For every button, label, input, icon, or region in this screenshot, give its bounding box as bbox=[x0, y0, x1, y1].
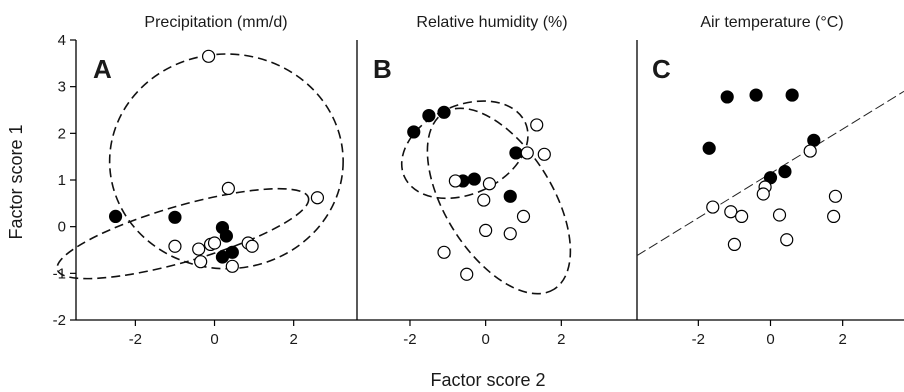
data-point-open bbox=[780, 233, 794, 247]
data-point-open bbox=[477, 193, 491, 207]
data-point-open bbox=[225, 259, 239, 273]
data-point-filled bbox=[778, 165, 792, 179]
x-tick-label: 0 bbox=[766, 331, 774, 348]
panel-letter: C bbox=[652, 54, 671, 84]
data-point-open bbox=[221, 181, 235, 195]
y-tick-label: 3 bbox=[58, 79, 66, 96]
panel-title: Relative humidity (%) bbox=[416, 14, 567, 31]
data-point-open bbox=[245, 239, 259, 253]
data-point-filled bbox=[467, 172, 481, 186]
panel-title: Precipitation (mm/d) bbox=[144, 14, 287, 31]
panel-letter: B bbox=[373, 54, 392, 84]
x-tick-label: 2 bbox=[557, 331, 565, 348]
panel-relative-humidity: Relative humidity (%) -2 0 2 B bbox=[356, 14, 637, 348]
data-point-open bbox=[479, 223, 493, 237]
data-point-open bbox=[828, 189, 843, 203]
data-point-filled bbox=[720, 90, 734, 104]
x-tick-label: 2 bbox=[838, 331, 846, 348]
data-point-filled bbox=[219, 229, 233, 243]
data-point-open bbox=[516, 209, 531, 223]
data-point-open bbox=[756, 187, 770, 201]
data-point-open bbox=[520, 146, 534, 160]
confidence-ellipse bbox=[400, 100, 529, 200]
data-point-open bbox=[735, 209, 749, 223]
x-tick-label: -2 bbox=[692, 331, 705, 348]
y-tick-label: -2 bbox=[53, 312, 66, 329]
data-point-open bbox=[192, 242, 206, 256]
data-point-open bbox=[727, 237, 742, 251]
plot-area: -2 0 2 bbox=[636, 40, 904, 348]
x-axis-label: Factor score 2 bbox=[430, 370, 545, 390]
data-point-open bbox=[772, 208, 787, 222]
data-point-open bbox=[194, 255, 208, 269]
y-axis-label: Factor score 1 bbox=[6, 124, 26, 239]
data-point-open bbox=[827, 209, 841, 223]
x-tick-label: 0 bbox=[210, 331, 218, 348]
x-tick-label: 2 bbox=[290, 331, 298, 348]
data-point-open bbox=[448, 174, 462, 188]
x-tick-label: -2 bbox=[403, 331, 416, 348]
plot-area: -2 0 2 bbox=[356, 40, 637, 348]
x-tick-label: -2 bbox=[129, 331, 142, 348]
data-point-open bbox=[530, 118, 544, 132]
y-tick-label: 1 bbox=[58, 172, 66, 189]
data-point-filled bbox=[215, 250, 230, 264]
data-point-filled bbox=[437, 105, 451, 119]
data-point-filled bbox=[749, 88, 763, 102]
data-point-open bbox=[207, 236, 222, 250]
data-point-open bbox=[437, 245, 451, 259]
data-point-filled bbox=[168, 210, 182, 224]
y-tick-label: 2 bbox=[58, 125, 66, 142]
data-point-filled bbox=[503, 189, 517, 203]
data-point-filled bbox=[702, 141, 716, 155]
data-point-filled bbox=[422, 108, 436, 123]
data-point-open bbox=[724, 205, 738, 219]
panel-title: Air temperature (°C) bbox=[700, 14, 843, 31]
x-tick-label: 0 bbox=[481, 331, 489, 348]
data-point-open bbox=[310, 191, 325, 205]
y-tick-label: 4 bbox=[58, 32, 66, 49]
data-point-open bbox=[803, 144, 817, 158]
panel-air-temperature: Air temperature (°C) -2 0 2 C bbox=[636, 14, 904, 348]
data-point-open bbox=[537, 147, 551, 161]
data-point-filled bbox=[509, 146, 523, 160]
data-point-open bbox=[460, 267, 474, 281]
data-point-filled bbox=[785, 88, 799, 102]
confidence-ellipse bbox=[56, 187, 310, 280]
data-point-filled bbox=[407, 125, 421, 139]
y-tick-label: 0 bbox=[58, 219, 66, 236]
data-point-open bbox=[482, 177, 497, 191]
data-point-filled bbox=[108, 209, 123, 223]
data-point-open bbox=[168, 239, 182, 253]
data-point-open bbox=[201, 49, 216, 63]
panel-letter: A bbox=[93, 54, 112, 84]
data-point-open bbox=[503, 227, 517, 241]
data-point-open bbox=[706, 200, 720, 214]
